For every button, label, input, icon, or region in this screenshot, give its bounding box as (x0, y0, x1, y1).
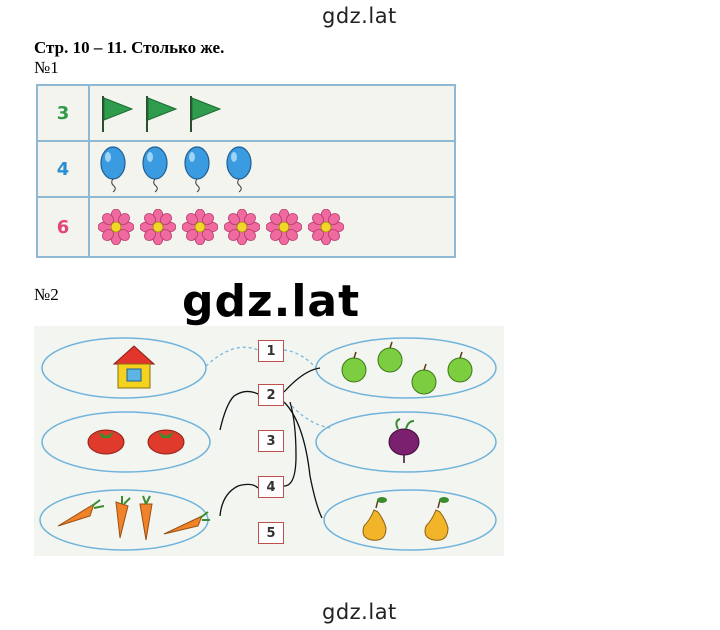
table-row-flowers: 6 (38, 198, 454, 256)
balloon-icon (142, 146, 168, 193)
carrot-icon (115, 496, 131, 539)
answer-line (283, 367, 321, 393)
watermark-big: gdz.lat (182, 276, 361, 327)
carrot-icon (57, 499, 105, 527)
flower-icon (182, 209, 218, 245)
apple-icon (341, 351, 367, 383)
answer-line (219, 390, 259, 431)
carrot-icon (163, 511, 210, 535)
matching-exercise: 1 2 3 4 5 (34, 326, 504, 556)
apple-icon (447, 351, 473, 383)
tomato-icon (87, 429, 125, 455)
answer-line (283, 401, 297, 487)
watermark-top: gdz.lat (322, 4, 397, 28)
carrot-icon (139, 495, 153, 541)
number-box-3: 3 (258, 430, 284, 452)
number-box-2: 2 (258, 384, 284, 406)
page-heading: Стр. 10 – 11. Столько же. (34, 38, 225, 57)
apple-icon (377, 341, 403, 373)
pear-icon (424, 497, 449, 541)
counting-table: 3 4 6 (36, 84, 456, 258)
answer-line (219, 483, 259, 517)
flag-icon (146, 96, 178, 132)
flag-icon (190, 96, 222, 132)
flag-icon (102, 96, 134, 132)
balloon-icon (226, 146, 252, 193)
flower-icon (140, 209, 176, 245)
number-box-1: 1 (258, 340, 284, 362)
number-box-5: 5 (258, 522, 284, 544)
row-count: 3 (38, 86, 90, 140)
task2-label: №2 (34, 285, 59, 304)
dashed-connector (205, 346, 259, 367)
dashed-connector (283, 349, 319, 371)
apple-icon (411, 363, 437, 395)
row-count: 6 (38, 198, 90, 256)
beet-icon (388, 418, 420, 463)
task1-label: №1 (34, 58, 59, 77)
balloon-icon (100, 146, 126, 193)
row-count: 4 (38, 142, 90, 196)
flower-icon (224, 209, 260, 245)
matching-canvas (39, 337, 497, 551)
table-row-balloons: 4 (38, 142, 454, 198)
oval-left-2 (41, 411, 211, 473)
table-row-flags: 3 (38, 86, 454, 142)
flower-icon (98, 209, 134, 245)
pear-icon (362, 497, 387, 541)
flower-icon (266, 209, 302, 245)
balloon-icon (184, 146, 210, 193)
flower-icon (308, 209, 344, 245)
watermark-bottom: gdz.lat (322, 600, 397, 624)
answer-line (283, 401, 323, 519)
number-box-4: 4 (258, 476, 284, 498)
oval-right-3 (323, 489, 497, 551)
tomato-icon (147, 429, 185, 455)
house-icon (112, 345, 156, 389)
